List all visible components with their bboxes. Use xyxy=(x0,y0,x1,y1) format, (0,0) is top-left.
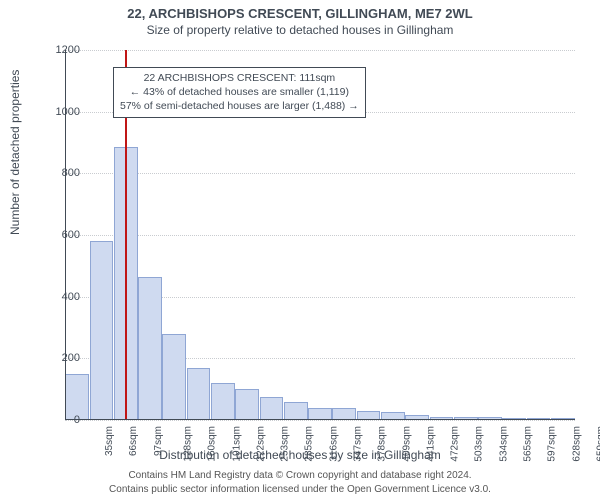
annotation-box: 22 ARCHBISHOPS CRESCENT: 111sqm← 43% of … xyxy=(113,67,366,118)
chart-plot-area: 22 ARCHBISHOPS CRESCENT: 111sqm← 43% of … xyxy=(65,50,575,420)
y-tick-label: 200 xyxy=(40,352,80,364)
chart-credits: Contains HM Land Registry data © Crown c… xyxy=(0,469,600,496)
credits-line-2: Contains public sector information licen… xyxy=(109,484,491,495)
x-axis-label: Distribution of detached houses by size … xyxy=(0,448,600,462)
x-tick-label: 503sqm xyxy=(474,426,485,462)
x-tick-label: 128sqm xyxy=(183,426,194,462)
histogram-bar xyxy=(235,389,259,420)
histogram-bar xyxy=(90,241,114,420)
x-tick-label: 35sqm xyxy=(104,426,115,456)
annotation-line: 57% of semi-detached houses are larger (… xyxy=(120,99,359,113)
chart-title-sub: Size of property relative to detached ho… xyxy=(0,21,600,37)
histogram-bar xyxy=(162,334,186,420)
x-tick-label: 316sqm xyxy=(328,426,339,462)
x-tick-label: 253sqm xyxy=(280,426,291,462)
gridline xyxy=(65,235,575,236)
chart-title-main: 22, ARCHBISHOPS CRESCENT, GILLINGHAM, ME… xyxy=(0,0,600,21)
gridline xyxy=(65,420,575,421)
x-tick-label: 441sqm xyxy=(425,426,436,462)
x-tick-label: 659sqm xyxy=(595,426,600,462)
x-tick-label: 534sqm xyxy=(498,426,509,462)
histogram-bar xyxy=(260,397,284,420)
x-tick-label: 409sqm xyxy=(401,426,412,462)
x-tick-label: 378sqm xyxy=(377,426,388,462)
y-tick-label: 600 xyxy=(40,229,80,241)
histogram-bar xyxy=(284,402,308,421)
annotation-line: ← 43% of detached houses are smaller (1,… xyxy=(120,85,359,99)
y-tick-label: 800 xyxy=(40,167,80,179)
annotation-line: 22 ARCHBISHOPS CRESCENT: 111sqm xyxy=(120,71,359,85)
x-tick-label: 97sqm xyxy=(153,426,164,456)
gridline xyxy=(65,173,575,174)
histogram-bar xyxy=(211,383,235,420)
x-tick-label: 347sqm xyxy=(353,426,364,462)
gridline xyxy=(65,50,575,51)
x-tick-label: 222sqm xyxy=(255,426,266,462)
y-tick-label: 0 xyxy=(40,414,80,426)
x-tick-label: 565sqm xyxy=(523,426,534,462)
x-axis-line xyxy=(65,419,575,420)
y-axis-label: Number of detached properties xyxy=(8,70,22,235)
y-tick-label: 1200 xyxy=(40,44,80,56)
x-tick-label: 597sqm xyxy=(547,426,558,462)
y-tick-label: 400 xyxy=(40,291,80,303)
histogram-bar xyxy=(187,368,211,420)
x-tick-label: 160sqm xyxy=(207,426,218,462)
x-tick-label: 191sqm xyxy=(231,426,242,462)
x-tick-label: 472sqm xyxy=(450,426,461,462)
credits-line-1: Contains HM Land Registry data © Crown c… xyxy=(128,470,471,481)
x-tick-label: 628sqm xyxy=(571,426,582,462)
x-tick-label: 66sqm xyxy=(128,426,139,456)
histogram-bar xyxy=(138,277,162,420)
y-tick-label: 1000 xyxy=(40,106,80,118)
x-tick-label: 285sqm xyxy=(304,426,315,462)
